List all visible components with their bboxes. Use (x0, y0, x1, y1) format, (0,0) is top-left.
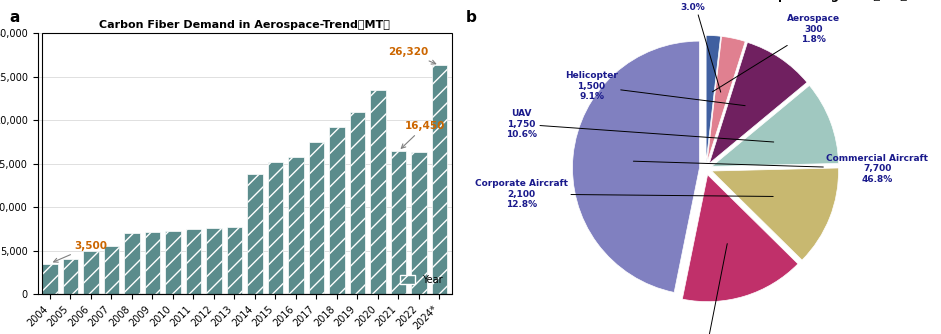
Wedge shape (572, 41, 699, 292)
Bar (166, 230, 181, 294)
Bar (206, 228, 221, 294)
Bar (370, 90, 386, 294)
Text: Helicopter
1,500
9.1%: Helicopter 1,500 9.1% (566, 71, 745, 106)
Bar (124, 233, 139, 294)
Bar (145, 232, 160, 294)
Bar (391, 151, 407, 294)
Text: a: a (9, 10, 20, 25)
Bar (411, 152, 426, 294)
Bar (185, 229, 201, 294)
Text: Utility Aircraft
500
3.0%: Utility Aircraft 500 3.0% (656, 0, 730, 92)
Wedge shape (706, 35, 721, 162)
Bar (42, 264, 57, 294)
Text: 16,450: 16,450 (401, 121, 445, 148)
Text: 26,320: 26,320 (388, 47, 436, 64)
Wedge shape (682, 175, 798, 302)
Bar (247, 174, 263, 294)
Bar (309, 142, 324, 294)
Bar (227, 227, 242, 294)
Wedge shape (710, 42, 807, 163)
Title: Carbon Fiber Demand in Aerospace-Trend（MT）: Carbon Fiber Demand in Aerospace-Trend（M… (99, 20, 391, 30)
Wedge shape (711, 168, 838, 260)
Text: UAV
1,750
10.6%: UAV 1,750 10.6% (506, 109, 774, 142)
Wedge shape (707, 36, 745, 162)
Bar (83, 252, 99, 294)
Bar (350, 112, 365, 294)
Text: 3,500: 3,500 (54, 241, 107, 262)
Wedge shape (711, 86, 838, 166)
Legend: Year: Year (396, 271, 447, 289)
Bar (329, 127, 344, 294)
Text: Corporate Aircraft
2,100
12.8%: Corporate Aircraft 2,100 12.8% (475, 179, 774, 209)
Bar (268, 162, 283, 294)
Text: 2021 Carbon fiber Demand in Aerospace-Segment（MT）: 2021 Carbon fiber Demand in Aerospace-Se… (541, 0, 907, 2)
Text: b: b (466, 10, 477, 25)
Text: Military Aircraft
2,600
15.8%: Military Aircraft 2,600 15.8% (665, 243, 746, 334)
Bar (104, 246, 120, 294)
Text: Commercial Aircraft
7,700
46.8%: Commercial Aircraft 7,700 46.8% (633, 154, 928, 184)
Bar (432, 65, 447, 294)
Bar (63, 259, 78, 294)
Text: Aerospace
300
1.8%: Aerospace 300 1.8% (712, 14, 840, 92)
Bar (288, 157, 304, 294)
